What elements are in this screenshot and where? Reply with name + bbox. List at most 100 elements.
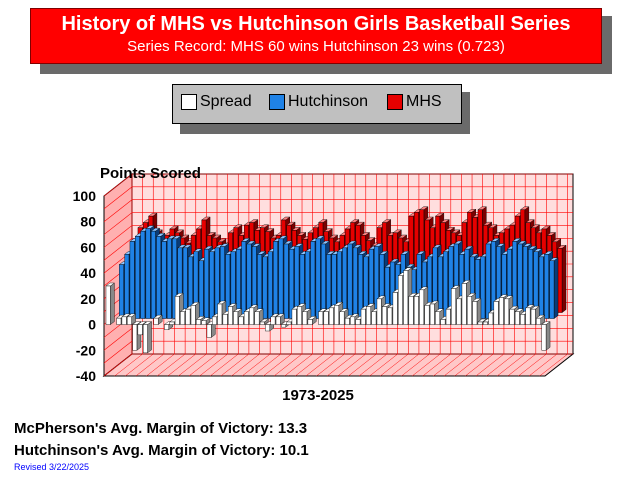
bar-face: [156, 236, 162, 319]
bar-face: [265, 324, 270, 332]
bar-face: [291, 308, 297, 325]
grid-line-floor: [518, 353, 547, 377]
bar-face: [119, 264, 124, 319]
bar-face: [408, 296, 414, 325]
bar-face: [121, 316, 127, 325]
legend-swatch-spread: [181, 94, 197, 110]
grid-line-side: [103, 328, 133, 351]
bar-face: [161, 241, 167, 319]
bar-face: [538, 256, 544, 319]
bar-face: [347, 243, 353, 319]
legend-swatch-hutchinson: [269, 94, 285, 110]
bar-face: [297, 306, 302, 325]
legend-item-mhs: MHS: [387, 93, 442, 111]
legend-label-hutchinson: Hutchinson: [288, 93, 369, 110]
bar-face: [283, 243, 289, 319]
chart-title: History of MHS vs Hutchinson Girls Baske…: [61, 13, 571, 35]
bar-face: [185, 308, 191, 325]
grid-line-floor: [135, 353, 165, 377]
grid-line-side: [103, 238, 133, 261]
bar-face: [525, 307, 531, 325]
bar-face: [127, 316, 132, 325]
bar-spread: [259, 318, 270, 325]
grid-line-floor: [125, 353, 154, 377]
bar-face: [124, 254, 130, 319]
grid-line-side: [103, 340, 133, 364]
grid-line-floor: [369, 353, 398, 377]
bar-face: [477, 321, 483, 325]
bar-face: [238, 316, 244, 325]
y-tick-label: 40: [80, 265, 96, 281]
bar-face: [323, 311, 329, 325]
bar-face: [488, 312, 494, 325]
grid-line-floor: [263, 353, 292, 377]
grid-line-floor: [146, 353, 175, 377]
y-axis-label: Points Scored: [100, 165, 201, 182]
grid-line-floor: [401, 353, 430, 377]
bar-face: [328, 307, 334, 325]
bar-spread: [275, 313, 285, 325]
bar-face: [135, 236, 140, 319]
grid-line-floor: [486, 353, 515, 377]
grid-line-floor: [188, 353, 218, 377]
bar-face: [150, 230, 156, 319]
y-tick-label: -20: [76, 342, 96, 358]
bar-face: [259, 321, 265, 325]
bar-face: [140, 230, 146, 319]
bar-face: [536, 317, 541, 325]
bar-face: [241, 241, 247, 319]
y-tick-label: -40: [76, 368, 96, 384]
bar-face: [344, 317, 350, 325]
legend-item-hutchinson: Hutchinson: [269, 93, 368, 111]
bar-face: [419, 289, 425, 325]
title-banner: History of MHS vs Hutchinson Girls Baske…: [30, 8, 602, 64]
bar-face: [485, 243, 491, 319]
bar-face: [206, 324, 212, 338]
bar-face: [196, 319, 201, 325]
bar-face: [321, 243, 326, 319]
bar-face: [350, 316, 355, 325]
bar-face: [281, 324, 286, 328]
bar-face: [483, 321, 488, 325]
series-record: Series Record: MHS 60 wins Hutchinson 23…: [127, 38, 505, 55]
grid-line-floor: [412, 353, 441, 377]
grid-line-side: [103, 173, 133, 197]
bar-face: [249, 307, 255, 325]
bar-face: [307, 319, 313, 325]
bar-face: [429, 303, 435, 325]
bar-face: [145, 228, 151, 319]
bar-face: [334, 305, 340, 325]
bar-face: [456, 298, 462, 325]
grid-line-side: [103, 199, 133, 222]
bar-spread: [153, 314, 163, 325]
legend: Spread Hutchinson MHS: [172, 84, 462, 124]
grid-line-floor: [178, 353, 207, 377]
chart-axis: 100 80 60 40 20 0 -20 -40: [73, 188, 97, 384]
bar-spread: [541, 321, 551, 351]
grid-line-floor: [465, 353, 494, 377]
bar-face: [342, 247, 348, 319]
bar-face: [278, 238, 284, 319]
y-tick-label: 80: [80, 214, 96, 230]
bar-face: [467, 296, 472, 325]
grid-line-floor: [156, 353, 186, 377]
bar-face: [236, 248, 241, 319]
bar-face: [153, 317, 159, 325]
bar-face: [509, 308, 515, 325]
bar-face: [190, 305, 196, 325]
bar-face: [286, 321, 292, 325]
bar-face: [366, 306, 371, 325]
bar-face: [172, 238, 178, 319]
bar-face: [461, 283, 467, 325]
bar-face: [514, 311, 520, 325]
bar-face: [315, 238, 321, 319]
bar-face: [435, 311, 440, 325]
bar-spread: [105, 282, 115, 325]
bar-spread: [307, 316, 317, 325]
bar-face: [360, 308, 366, 325]
bar-spread: [206, 321, 216, 338]
bar-face: [387, 307, 393, 325]
bar-hutchinson: [549, 257, 559, 319]
bar-face: [273, 241, 278, 319]
